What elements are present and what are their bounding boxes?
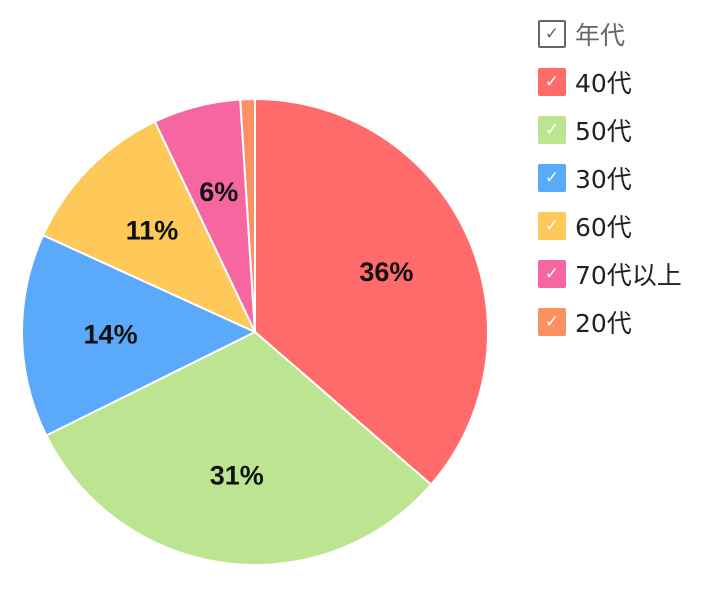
legend-item-6[interactable]: ✓ 20代: [538, 298, 682, 346]
legend-label: 70代以上: [575, 261, 682, 290]
slice-label-3: 14%: [84, 319, 138, 349]
legend: ✓ 年代 ✓ 40代 ✓ 50代 ✓ 30代 ✓ 60代 ✓ 70代以上 ✓ 20代: [538, 10, 682, 346]
legend-item-2[interactable]: ✓ 50代: [538, 106, 682, 154]
legend-label: 60代: [575, 213, 632, 242]
pie-slice-1[interactable]: [254, 97, 489, 486]
slice-label-2: 31%: [210, 460, 264, 490]
legend-checkbox-icon[interactable]: ✓: [538, 68, 566, 96]
legend-header-checkbox-icon[interactable]: ✓: [538, 20, 566, 48]
legend-title: 年代: [575, 21, 626, 50]
pie-slice-4[interactable]: [41, 120, 258, 335]
legend-checkbox-icon[interactable]: ✓: [538, 116, 566, 144]
legend-checkbox-icon[interactable]: ✓: [538, 212, 566, 240]
pie-slice-2[interactable]: [44, 330, 433, 566]
legend-item-4[interactable]: ✓ 60代: [538, 202, 682, 250]
legend-checkbox-icon[interactable]: ✓: [538, 164, 566, 192]
legend-label: 30代: [575, 165, 632, 194]
pie-slice-6[interactable]: [239, 97, 256, 333]
legend-label: 40代: [575, 69, 632, 98]
legend-header[interactable]: ✓ 年代: [538, 10, 682, 58]
slice-label-4: 11%: [126, 216, 179, 246]
pie-slice-3[interactable]: [21, 233, 258, 437]
legend-item-3[interactable]: ✓ 30代: [538, 154, 682, 202]
legend-checkbox-icon[interactable]: ✓: [538, 308, 566, 336]
legend-label: 20代: [575, 309, 632, 338]
legend-item-1[interactable]: ✓ 40代: [538, 58, 682, 106]
legend-label: 50代: [575, 117, 632, 146]
slice-label-1: 36%: [359, 257, 413, 287]
legend-item-5[interactable]: ✓ 70代以上: [538, 250, 682, 298]
slice-label-5: 6%: [199, 177, 238, 207]
pie-chart: 36% 31% 14% 11% 6%: [21, 97, 489, 566]
legend-checkbox-icon[interactable]: ✓: [538, 260, 566, 288]
